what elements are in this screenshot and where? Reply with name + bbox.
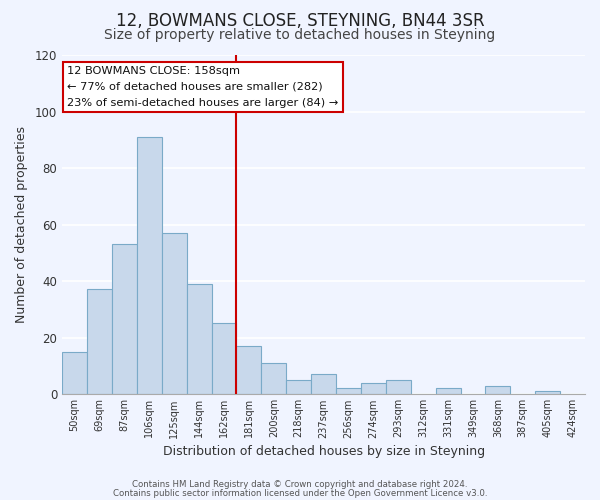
Bar	[262, 363, 286, 394]
Bar	[386, 380, 411, 394]
Bar	[236, 346, 262, 394]
Bar	[137, 137, 162, 394]
Bar	[162, 233, 187, 394]
Y-axis label: Number of detached properties: Number of detached properties	[15, 126, 28, 323]
Bar	[286, 380, 311, 394]
Bar	[336, 388, 361, 394]
Bar	[62, 352, 87, 394]
Text: 12, BOWMANS CLOSE, STEYNING, BN44 3SR: 12, BOWMANS CLOSE, STEYNING, BN44 3SR	[116, 12, 484, 30]
Text: 12 BOWMANS CLOSE: 158sqm
← 77% of detached houses are smaller (282)
23% of semi-: 12 BOWMANS CLOSE: 158sqm ← 77% of detach…	[67, 66, 338, 108]
Bar	[535, 391, 560, 394]
Bar	[436, 388, 461, 394]
Bar	[361, 382, 386, 394]
X-axis label: Distribution of detached houses by size in Steyning: Distribution of detached houses by size …	[163, 444, 485, 458]
Bar	[485, 386, 511, 394]
Bar	[112, 244, 137, 394]
Text: Size of property relative to detached houses in Steyning: Size of property relative to detached ho…	[104, 28, 496, 42]
Text: Contains HM Land Registry data © Crown copyright and database right 2024.: Contains HM Land Registry data © Crown c…	[132, 480, 468, 489]
Bar	[187, 284, 212, 394]
Text: Contains public sector information licensed under the Open Government Licence v3: Contains public sector information licen…	[113, 488, 487, 498]
Bar	[212, 324, 236, 394]
Bar	[311, 374, 336, 394]
Bar	[87, 290, 112, 394]
